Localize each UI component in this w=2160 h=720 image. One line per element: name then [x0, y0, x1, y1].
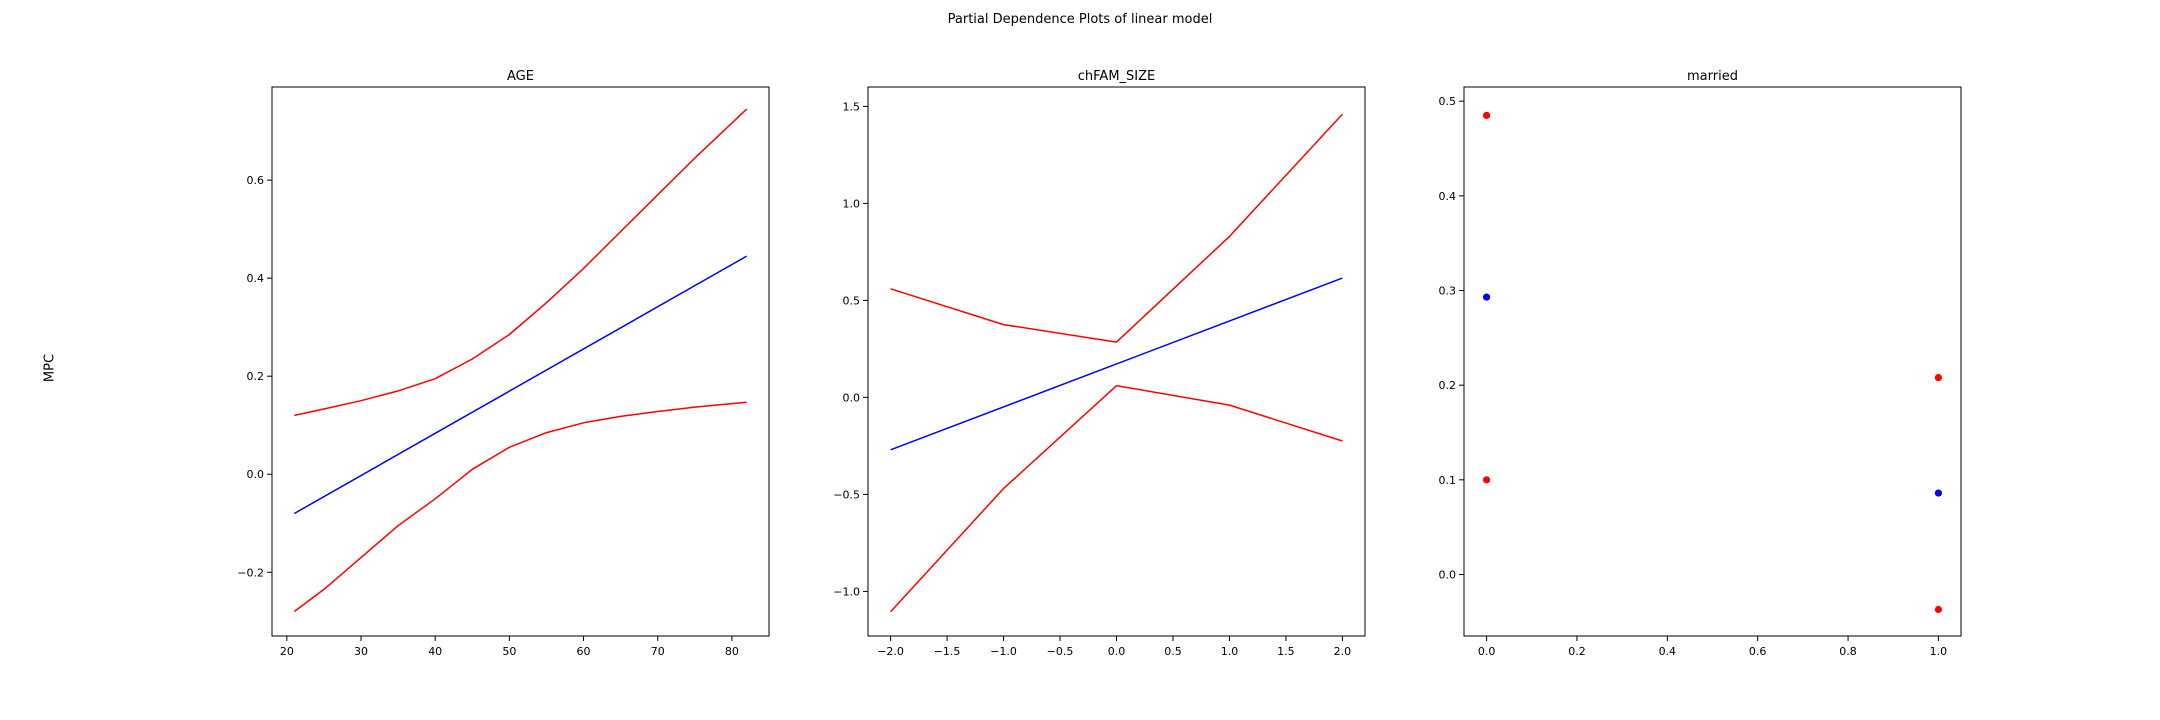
- data-point-estimate: [1482, 293, 1491, 301]
- subplot-3: married 0.0 0.2 0.4 0.6 0.8 1.0 0.0 0.1 0.2 0.3 0.4…: [1439, 69, 1962, 658]
- x-tick-label: 70: [651, 645, 665, 658]
- axes-frame: [271, 86, 770, 637]
- subplot-2: chFAM_SIZE −2.0 −1.5 −1.0 −0.5 0.0 0.5 1.0 1.5 2.…: [833, 69, 1366, 658]
- subplot-title: married: [1687, 69, 1738, 84]
- y-tick-label: 1.5: [843, 100, 861, 113]
- x-tick-label: 2.0: [1334, 645, 1352, 658]
- data-point-upper: [1934, 373, 1943, 382]
- y-tick-label: 0.2: [1439, 379, 1457, 392]
- x-tick-label: 0.2: [1568, 645, 1586, 658]
- x-tick-label: 1.5: [1277, 645, 1295, 658]
- x-tick-label: 0.0: [1108, 645, 1126, 658]
- axes-frame: [1463, 86, 1962, 637]
- x-tick-label: 0.4: [1659, 645, 1677, 658]
- series-line-lower: [890, 384, 1343, 613]
- x-tick-label: 50: [502, 645, 516, 658]
- x-tick-label: 30: [354, 645, 368, 658]
- x-tick-label: 0.0: [1478, 645, 1496, 658]
- y-tick-label: 0.1: [1439, 474, 1457, 487]
- x-tick-label: 80: [725, 645, 739, 658]
- x-tick-label: 1.0: [1221, 645, 1239, 658]
- y-tick-label: 0.5: [843, 294, 861, 307]
- y-tick-label: −0.2: [237, 566, 264, 579]
- y-tick-label: 1.0: [843, 197, 861, 210]
- y-tick-label: 0.4: [247, 272, 265, 285]
- x-tick-label: −2.0: [877, 645, 904, 658]
- x-tick-label: −1.0: [990, 645, 1017, 658]
- x-tick-label: 1.0: [1930, 645, 1948, 658]
- y-tick-label: −1.0: [833, 585, 860, 598]
- data-point-lower: [1934, 605, 1943, 614]
- x-tick-label: 60: [577, 645, 591, 658]
- series-line-estimate: [293, 255, 748, 515]
- x-tick-label: −0.5: [1047, 645, 1074, 658]
- y-tick-label: 0.6: [247, 174, 265, 187]
- y-tick-label: −0.5: [833, 488, 860, 501]
- subplot-title: AGE: [507, 69, 534, 84]
- y-tick-label: 0.4: [1439, 190, 1457, 203]
- x-tick-label: 0.6: [1749, 645, 1767, 658]
- y-tick-label: 0.5: [1439, 95, 1457, 108]
- x-tick-label: 20: [280, 645, 294, 658]
- y-tick-label: 0.2: [247, 370, 265, 383]
- y-tick-label: 0.3: [1439, 285, 1457, 298]
- series-line-upper: [294, 108, 748, 417]
- figure-title: Partial Dependence Plots of linear model: [947, 12, 1213, 27]
- x-tick-label: 0.8: [1839, 645, 1857, 658]
- y-tick-label: 0.0: [247, 468, 265, 481]
- y-tick-label: 0.0: [1439, 568, 1457, 581]
- data-point-upper: [1482, 111, 1491, 119]
- series-line-estimate: [890, 277, 1343, 451]
- subplot-1: AGE 20 30 40 50 60 70 80 −0.2 0.0 0.2 0.4 0.6: [237, 69, 770, 658]
- data-point-lower: [1482, 476, 1491, 484]
- subplot-title: chFAM_SIZE: [1078, 69, 1156, 84]
- series-line-upper: [890, 113, 1343, 343]
- x-tick-label: 40: [428, 645, 442, 658]
- data-point-estimate: [1934, 489, 1943, 497]
- series-line-lower: [293, 401, 747, 613]
- y-tick-label: 0.0: [843, 391, 861, 404]
- x-tick-label: 0.5: [1164, 645, 1182, 658]
- x-tick-label: −1.5: [934, 645, 961, 658]
